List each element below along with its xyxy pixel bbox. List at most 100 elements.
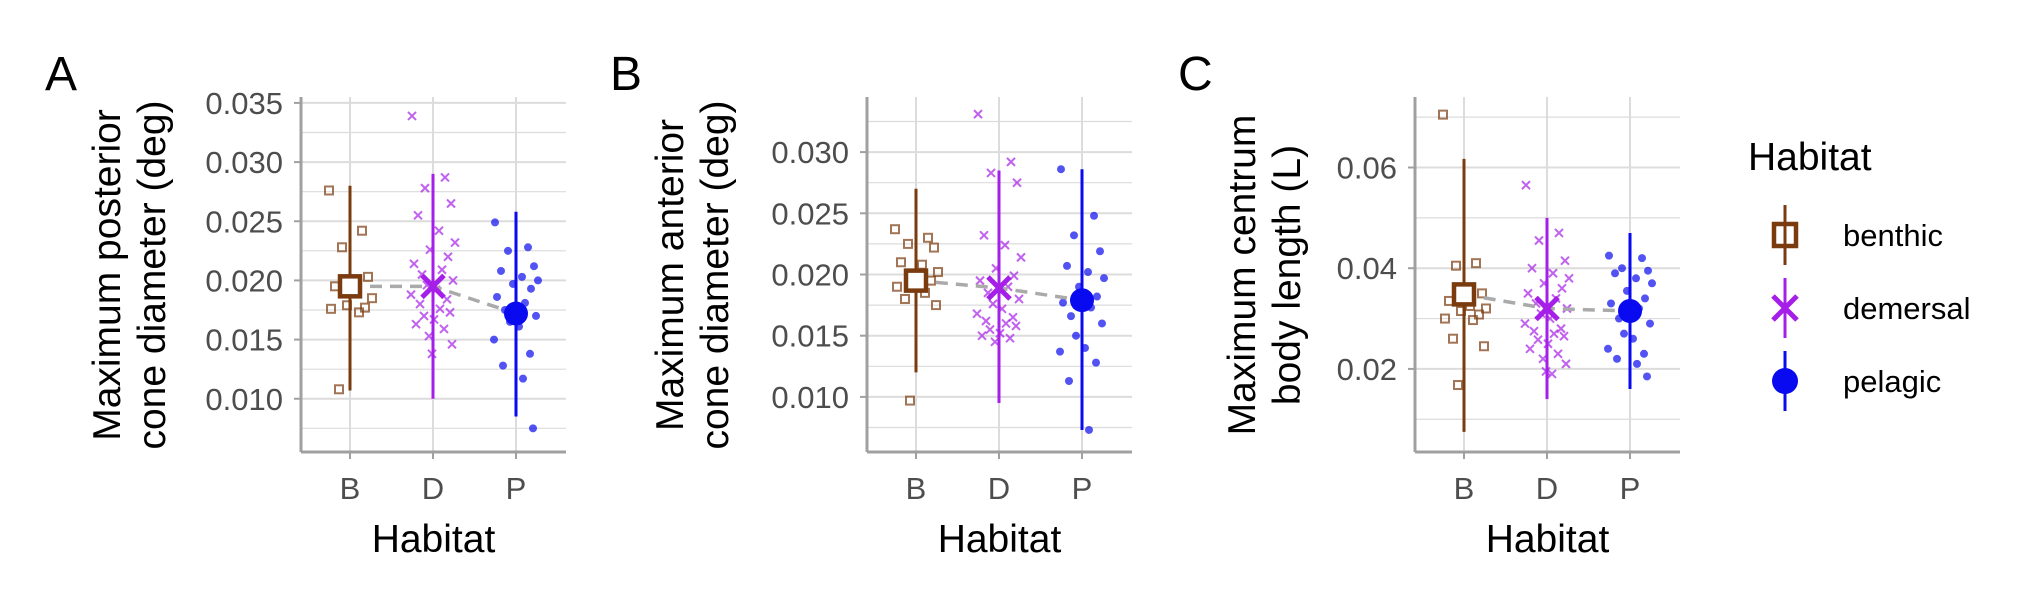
data-point-pelagic bbox=[490, 335, 498, 344]
y-axis-title-line: cone diameter (deg) bbox=[694, 100, 737, 449]
data-point-pelagic bbox=[524, 243, 532, 252]
y-tick-label: 0.010 bbox=[205, 382, 283, 417]
data-point-demersal bbox=[411, 319, 421, 329]
data-point-pelagic bbox=[1618, 264, 1626, 273]
data-point-benthic bbox=[357, 225, 367, 236]
data-point-benthic bbox=[1477, 288, 1487, 299]
x-tick-label: D bbox=[422, 471, 444, 506]
data-point-pelagic bbox=[1072, 331, 1080, 340]
data-point-demersal bbox=[977, 330, 987, 341]
data-point-demersal bbox=[1547, 369, 1557, 379]
mean-marker-pelagic bbox=[1070, 288, 1094, 313]
legend-item-pelagic: pelagic bbox=[1772, 351, 1941, 411]
data-point-pelagic bbox=[1098, 319, 1106, 328]
data-point-benthic bbox=[905, 395, 915, 406]
data-point-benthic bbox=[1440, 313, 1450, 324]
data-point-demersal bbox=[1525, 344, 1535, 354]
data-point-pelagic bbox=[1607, 299, 1615, 308]
mean-marker-demersal bbox=[420, 273, 446, 300]
data-point-pelagic bbox=[1059, 298, 1067, 307]
data-point-benthic bbox=[367, 293, 377, 304]
mean-marker-benthic bbox=[903, 268, 929, 293]
data-point-demersal bbox=[1521, 180, 1531, 190]
data-point-pelagic bbox=[534, 276, 542, 285]
data-point-pelagic bbox=[1620, 329, 1628, 338]
data-point-demersal bbox=[415, 299, 425, 309]
y-tick-label: 0.030 bbox=[205, 145, 283, 180]
data-point-demersal bbox=[1549, 328, 1559, 339]
data-point-benthic bbox=[917, 259, 927, 270]
data-point-demersal bbox=[981, 316, 991, 326]
data-point-demersal bbox=[1005, 333, 1015, 343]
data-point-demersal bbox=[420, 183, 430, 193]
data-point-pelagic bbox=[1065, 377, 1073, 385]
data-point-demersal bbox=[986, 168, 996, 178]
legend-pelagic-circle-key bbox=[1772, 368, 1798, 394]
y-axis-title-line: Maximum centrum bbox=[1221, 115, 1264, 436]
data-point-demersal bbox=[448, 275, 458, 286]
data-point-demersal bbox=[1533, 335, 1543, 345]
data-point-demersal bbox=[1011, 321, 1021, 331]
data-point-demersal bbox=[445, 307, 455, 318]
data-point-demersal bbox=[407, 111, 417, 121]
data-point-demersal bbox=[443, 252, 453, 262]
data-point-demersal bbox=[1559, 331, 1569, 341]
data-point-demersal bbox=[1012, 177, 1022, 188]
data-point-demersal bbox=[1564, 273, 1574, 283]
data-point-demersal bbox=[1560, 255, 1570, 266]
data-point-benthic bbox=[1474, 309, 1484, 320]
data-point-demersal bbox=[1000, 240, 1010, 250]
data-point-pelagic bbox=[532, 311, 540, 320]
data-point-benthic bbox=[892, 281, 902, 292]
y-tick-label: 0.020 bbox=[205, 263, 283, 298]
data-point-demersal bbox=[1523, 288, 1533, 299]
data-point-demersal bbox=[413, 210, 423, 221]
data-point-pelagic bbox=[1070, 231, 1078, 240]
data-point-demersal bbox=[1548, 268, 1558, 278]
legend-title: Habitat bbox=[1748, 136, 1872, 179]
data-point-demersal bbox=[1553, 349, 1563, 359]
data-point-pelagic bbox=[526, 349, 534, 358]
data-point-demersal bbox=[409, 259, 419, 269]
y-tick-label: 0.02 bbox=[1337, 352, 1397, 387]
data-point-demersal bbox=[975, 275, 985, 286]
data-point-demersal bbox=[1006, 157, 1016, 167]
x-tick-label: D bbox=[1536, 471, 1558, 506]
legend-label-benthic: benthic bbox=[1843, 218, 1943, 253]
data-point-demersal bbox=[979, 230, 989, 241]
data-point-benthic bbox=[1471, 258, 1481, 269]
data-point-pelagic bbox=[1057, 165, 1065, 174]
legend-benthic-square-key bbox=[1771, 221, 1799, 249]
data-point-pelagic bbox=[527, 284, 535, 293]
y-tick-label: 0.015 bbox=[771, 319, 849, 354]
data-point-pelagic bbox=[1096, 247, 1104, 256]
data-point-demersal bbox=[973, 109, 983, 119]
y-tick-label: 0.025 bbox=[205, 204, 283, 239]
data-point-pelagic bbox=[1092, 358, 1100, 367]
x-tick-label: B bbox=[1454, 471, 1475, 506]
panel-C: 0.02 0.04 0.06 B D P Habitat Maximum centrum bod… bbox=[1178, 48, 1680, 561]
panel-label: A bbox=[45, 48, 77, 101]
legend-item-benthic: benthic bbox=[1771, 205, 1943, 265]
data-point-pelagic bbox=[1605, 251, 1613, 260]
data-point-pelagic bbox=[529, 424, 537, 433]
data-point-demersal bbox=[1556, 323, 1566, 334]
data-point-benthic bbox=[1438, 109, 1448, 120]
data-point-demersal bbox=[988, 299, 998, 309]
y-axis-title-line: Maximum anterior bbox=[649, 119, 692, 431]
data-point-pelagic bbox=[1063, 261, 1071, 270]
y-tick-label: 0.020 bbox=[771, 258, 849, 293]
data-point-demersal bbox=[1527, 263, 1537, 273]
data-point-demersal bbox=[1520, 318, 1530, 329]
data-point-benthic bbox=[900, 293, 910, 304]
panel-B: 0.010 0.015 0.020 0.025 0.030 B D P Habitat Maxim… bbox=[610, 48, 1132, 561]
data-point-benthic bbox=[1468, 315, 1478, 326]
data-point-pelagic bbox=[1646, 319, 1654, 328]
data-point-demersal bbox=[439, 324, 449, 334]
data-point-demersal bbox=[446, 198, 456, 209]
legend-demersal-x-key bbox=[1771, 294, 1799, 322]
data-point-benthic bbox=[929, 242, 939, 253]
legend-label-demersal: demersal bbox=[1843, 291, 1971, 326]
data-point-benthic bbox=[1453, 380, 1463, 391]
data-point-demersal bbox=[985, 324, 995, 335]
